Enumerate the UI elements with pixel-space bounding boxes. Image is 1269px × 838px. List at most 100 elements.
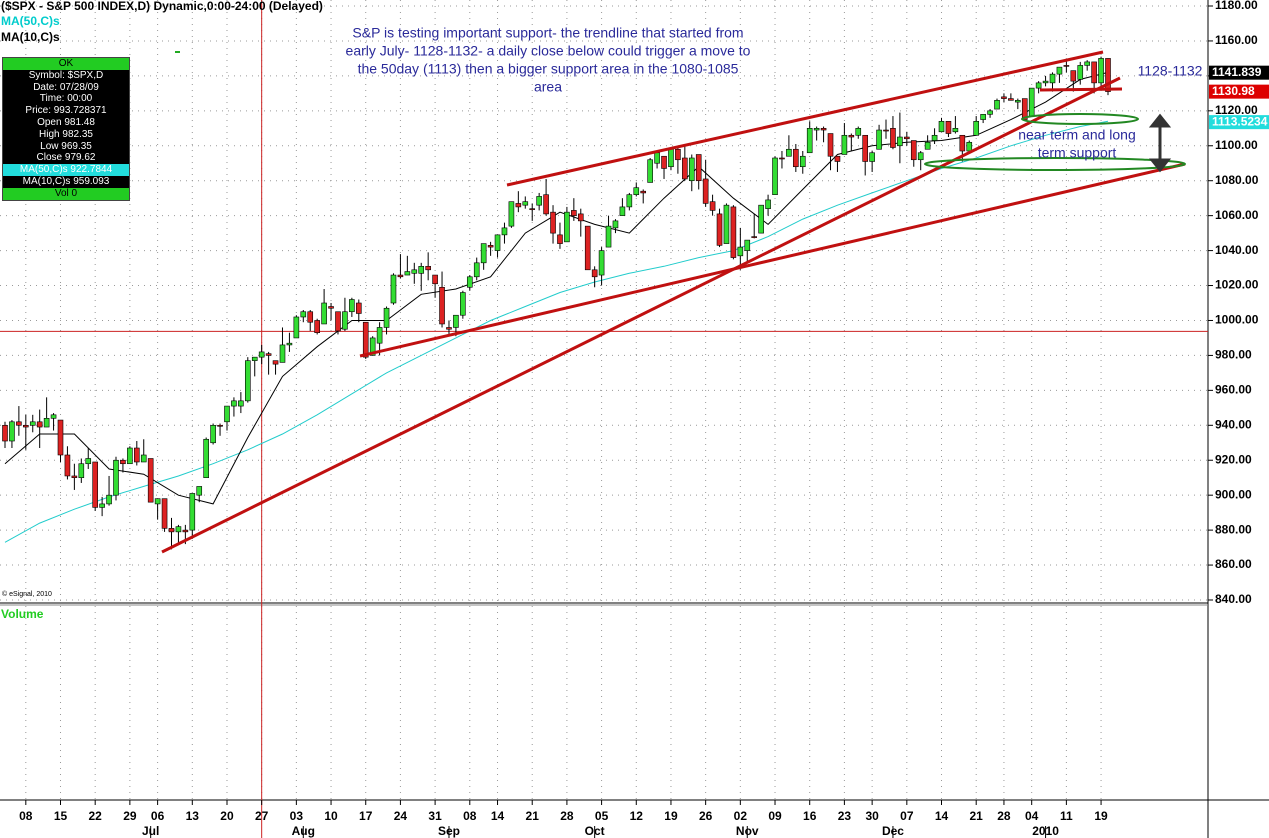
candle-body (668, 148, 674, 168)
candle-body (571, 210, 577, 216)
candle-body (106, 494, 112, 505)
candle-body (1015, 100, 1021, 103)
candle-body (189, 493, 196, 531)
note-line: the 50day (1113) then a bigger support a… (358, 61, 739, 77)
y-tick-label: 1000.00 (1215, 313, 1259, 327)
y-tick-label: 1160.00 (1215, 33, 1258, 47)
month-label: Sep (438, 824, 460, 838)
candle-body (244, 360, 251, 402)
candle-body (71, 475, 78, 479)
data-window: OK Symbol: $SPX,D Date: 07/28/09 Time: 00:0… (2, 57, 130, 201)
y-tick-label: 960.00 (1215, 383, 1252, 397)
x-tick-label: 20 (220, 809, 234, 823)
data-window-row: Price: 993.728371 (25, 105, 107, 117)
candle-body (293, 316, 300, 339)
candle-body (439, 286, 445, 325)
candle-body (196, 486, 203, 496)
y-tick-label: 1040.00 (1215, 243, 1259, 257)
y-tick-label: 880.00 (1215, 522, 1252, 536)
x-tick-label: 08 (19, 809, 33, 823)
price-label: 1141.839 (1212, 65, 1262, 79)
data-window-row: Close 979.62 (36, 152, 96, 164)
y-tick-label: 1180.00 (1215, 0, 1258, 12)
candle-body (904, 136, 910, 140)
candle-body (140, 454, 147, 463)
candle-body (1077, 65, 1084, 80)
candle-body (980, 114, 986, 120)
candle-body (876, 129, 882, 150)
note-line: early July- 1128-1132- a daily close bel… (346, 43, 751, 59)
candle-body (314, 320, 320, 333)
candle-body (203, 438, 209, 479)
candle-body (1042, 80, 1049, 84)
candle-body (78, 463, 85, 479)
candle-body (1021, 98, 1028, 120)
candle-body (522, 201, 529, 206)
candle-body (446, 327, 452, 330)
axes: 840.00 860.00 880.00 900.00 920.00 940.00 960.… (19, 0, 1269, 838)
candle-body (369, 337, 376, 356)
data-window-row: Date: 07/28/09 (33, 81, 99, 93)
candle-body (619, 206, 626, 216)
range-note: 1128-1132 (1138, 63, 1203, 79)
month-label: Nov (736, 824, 759, 838)
candle-body (959, 134, 966, 152)
x-tick-label: 08 (463, 809, 477, 823)
candle-body (973, 121, 979, 136)
candle-body (217, 424, 223, 427)
candle-body (688, 157, 695, 182)
candle-body (862, 134, 869, 162)
x-tick-label: 07 (900, 809, 914, 823)
x-tick-label: 22 (89, 809, 103, 823)
candle-body (99, 503, 105, 508)
candle-body (654, 152, 660, 164)
candle-body (702, 178, 709, 204)
x-tick-label: 23 (838, 809, 852, 823)
x-tick-label: 11 (1060, 809, 1073, 823)
candle-body (855, 127, 862, 136)
x-tick-label: 26 (699, 809, 713, 823)
month-label: Jul (142, 824, 159, 838)
volume-label: Volume (1, 607, 44, 621)
candle-body (9, 421, 15, 442)
candle-body (168, 528, 175, 533)
candle-body (50, 414, 57, 419)
data-window-row: MA(10,C)s 959.093 (22, 175, 110, 187)
candle-body (473, 262, 480, 278)
candle-body (154, 498, 161, 505)
candle-body (917, 152, 924, 161)
data-window-row: Vol 0 (3, 187, 129, 200)
candle-body (550, 211, 556, 234)
candle-body (758, 204, 764, 234)
trendline (506, 50, 1104, 187)
candle-body (682, 157, 688, 180)
candle-body (231, 400, 237, 407)
candle-body (793, 148, 799, 168)
candles (2, 56, 1111, 550)
candle-body (557, 234, 563, 244)
candle-body (841, 134, 848, 155)
candle-body (661, 155, 667, 169)
candle-body (938, 121, 945, 133)
candle-body (1091, 61, 1097, 84)
candle-body (848, 134, 855, 138)
candle-body (279, 344, 286, 363)
data-window-row: MA(50,C)s 922.7844 (3, 164, 129, 176)
candle-body (924, 141, 931, 150)
x-tick-label: 04 (1025, 809, 1039, 823)
x-tick-label: 13 (186, 809, 200, 823)
candle-body (411, 269, 418, 274)
candle-body (834, 155, 841, 162)
candle-body (1001, 96, 1007, 99)
candle-body (258, 351, 265, 358)
candle-body (890, 127, 896, 148)
candle-body (161, 498, 168, 529)
candle-body (335, 311, 341, 332)
candle-body (827, 133, 834, 157)
data-window-row: Low 969.35 (40, 140, 92, 152)
annotation: S&P is testing important support- the tr… (346, 25, 1136, 161)
candle-body (362, 321, 369, 358)
